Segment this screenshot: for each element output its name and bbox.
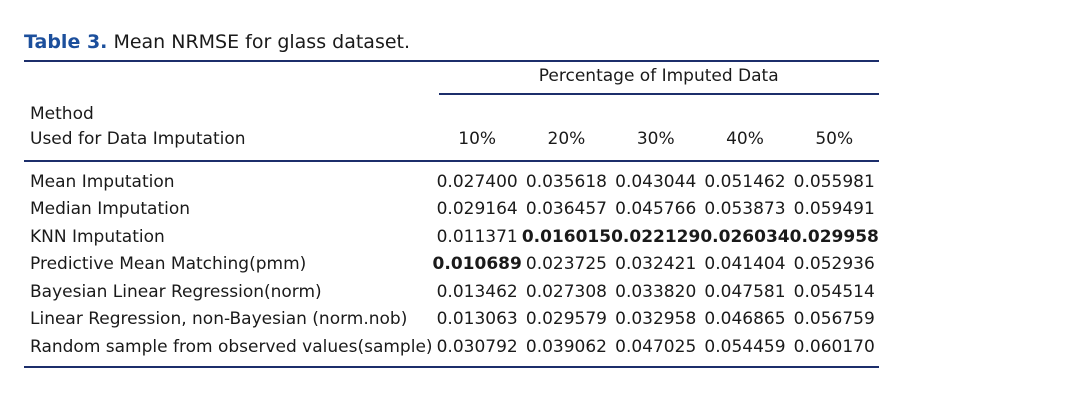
method-cell: Linear Regression, non-Bayesian (norm.no… bbox=[30, 309, 408, 330]
table-body: Mean Imputation 0.027400 0.035618 0.043044 0… bbox=[24, 161, 879, 367]
caption-label: Table 3. bbox=[24, 31, 108, 53]
value-cell: 0.046865 bbox=[704, 309, 786, 330]
table-row: Median Imputation 0.029164 0.036457 0.04576… bbox=[24, 196, 879, 224]
table-caption: Table 3. Mean NRMSE for glass dataset. bbox=[24, 30, 844, 54]
column-header: 30% bbox=[636, 129, 675, 149]
group-header-row: Percentage of Imputed Data bbox=[24, 61, 879, 98]
value-cell: 0.011371 bbox=[436, 226, 518, 247]
value-cell: 0.029164 bbox=[436, 199, 518, 220]
value-cell: 0.035618 bbox=[525, 171, 607, 192]
column-header: 50% bbox=[815, 129, 854, 149]
method-cell: Random sample from observed values(sampl… bbox=[30, 336, 433, 357]
value-cell: 0.054514 bbox=[793, 281, 875, 302]
value-cell: 0.043044 bbox=[615, 171, 697, 192]
value-cell: 0.047025 bbox=[615, 336, 697, 357]
value-cell: 0.047581 bbox=[704, 281, 786, 302]
value-cell: 0.045766 bbox=[615, 199, 697, 220]
table-row: Mean Imputation 0.027400 0.035618 0.043044 0… bbox=[24, 161, 879, 196]
value-cell: 0.022129 bbox=[611, 226, 701, 247]
value-cell: 0.041404 bbox=[704, 254, 786, 275]
value-cell: 0.060170 bbox=[793, 336, 875, 357]
table-row: Predictive Mean Matching(pmm) 0.010689 0.0… bbox=[24, 251, 879, 279]
value-cell: 0.027400 bbox=[436, 171, 518, 192]
value-cell: 0.032958 bbox=[615, 309, 697, 330]
table-row: Random sample from observed values(sampl… bbox=[24, 333, 879, 367]
table-container: Table 3. Mean NRMSE for glass dataset. P… bbox=[24, 30, 879, 368]
header-row-1: Method bbox=[24, 98, 879, 124]
table-row: KNN Imputation 0.011371 0.016015 0.022129 0.… bbox=[24, 223, 879, 251]
method-cell: Predictive Mean Matching(pmm) bbox=[30, 254, 307, 275]
header-separator bbox=[24, 154, 879, 162]
value-cell: 0.029958 bbox=[789, 226, 879, 247]
group-header-label: Percentage of Imputed Data bbox=[438, 66, 879, 95]
value-cell: 0.026034 bbox=[700, 226, 790, 247]
value-cell: 0.056759 bbox=[793, 309, 875, 330]
value-cell: 0.023725 bbox=[525, 254, 607, 275]
column-header: 20% bbox=[547, 129, 586, 149]
column-header: 40% bbox=[726, 129, 764, 149]
method-cell: Bayesian Linear Regression(norm) bbox=[30, 281, 322, 302]
table-row: Linear Regression, non-Bayesian (norm.no… bbox=[24, 306, 879, 334]
value-cell: 0.010689 bbox=[432, 254, 522, 275]
value-cell: 0.032421 bbox=[615, 254, 697, 275]
value-cell: 0.053873 bbox=[704, 199, 786, 220]
value-cell: 0.051462 bbox=[704, 171, 786, 192]
value-cell: 0.030792 bbox=[436, 336, 518, 357]
value-cell: 0.027308 bbox=[525, 281, 607, 302]
method-cell: Mean Imputation bbox=[30, 171, 175, 192]
method-cell: KNN Imputation bbox=[30, 226, 165, 247]
group-header: Percentage of Imputed Data bbox=[433, 61, 879, 98]
value-cell: 0.016015 bbox=[521, 226, 612, 247]
table-row: Bayesian Linear Regression(norm) 0.013462… bbox=[24, 278, 879, 306]
value-cell: 0.013462 bbox=[436, 281, 518, 302]
value-cell: 0.059491 bbox=[793, 199, 875, 220]
method-cell: Median Imputation bbox=[30, 199, 191, 220]
method-header-line2: Used for Data Imputation bbox=[30, 129, 246, 149]
nrmse-table: Percentage of Imputed Data Method Used f… bbox=[24, 60, 879, 368]
value-cell: 0.039062 bbox=[525, 336, 607, 357]
value-cell: 0.013063 bbox=[436, 309, 518, 330]
value-cell: 0.033820 bbox=[615, 281, 697, 302]
caption-text: Mean NRMSE for glass dataset. bbox=[113, 31, 411, 53]
method-header-line1: Method bbox=[30, 104, 94, 124]
value-cell: 0.036457 bbox=[525, 199, 607, 220]
column-header: 10% bbox=[458, 129, 497, 149]
value-cell: 0.055981 bbox=[793, 171, 875, 192]
value-cell: 0.054459 bbox=[704, 336, 786, 357]
header-row-2: Used for Data Imputation 10% 20% 30% 40%… bbox=[24, 124, 879, 154]
value-cell: 0.052936 bbox=[793, 254, 875, 275]
value-cell: 0.029579 bbox=[525, 309, 607, 330]
